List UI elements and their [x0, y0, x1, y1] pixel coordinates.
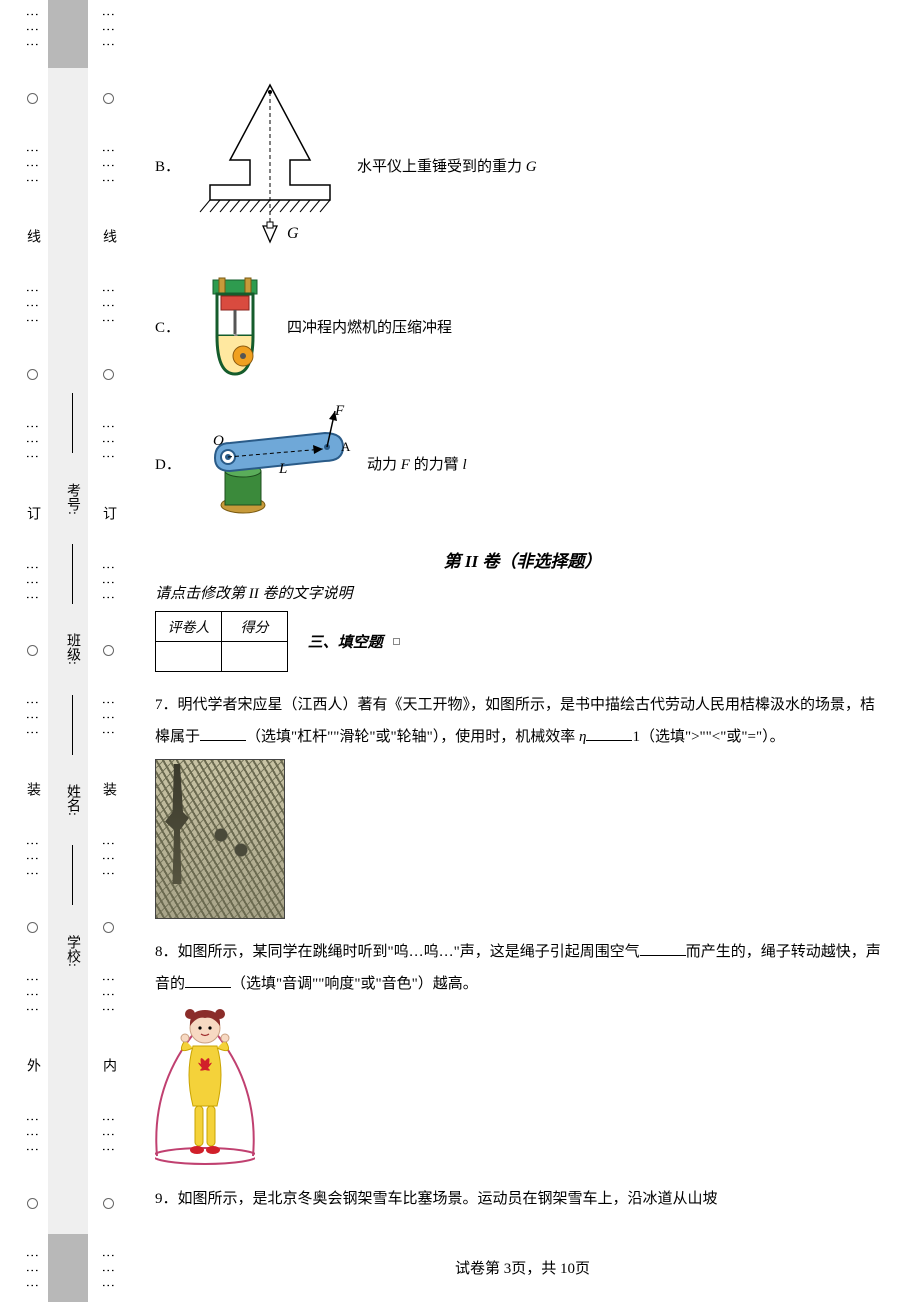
- option-c-row: C． 四冲程内燃机的压缩冲程: [155, 274, 890, 379]
- binding-wai: 外: [22, 1058, 42, 1072]
- q8-blank2[interactable]: [185, 973, 231, 988]
- option-c-label: C．: [155, 316, 183, 337]
- score-h1: 评卷人: [156, 612, 222, 642]
- option-b-label: B．: [155, 155, 183, 176]
- question-7: 7．明代学者宋应星（江西人）著有《天工开物》，如图所示，是书中描绘古代劳动人民用…: [155, 690, 890, 753]
- binding-xian-inner: 线: [98, 229, 118, 243]
- q8-figure: [155, 1006, 255, 1166]
- option-d-label: D．: [155, 453, 183, 474]
- page-content: B． G 水平仪上重锤受到的重力: [155, 0, 890, 1302]
- binding-outer-col: ⋮⋮⋮ ⋮⋮⋮ 线 ⋮⋮⋮ ⋮⋮⋮ 订 ⋮⋮⋮ ⋮⋮⋮ 装 ⋮⋮⋮ ⋮⋮⋮ 外 …: [22, 0, 42, 1302]
- option-d-text: 动力 F 的力臂 l: [367, 453, 467, 474]
- fig-b-G-label: G: [287, 225, 299, 242]
- binding-nei: 内: [98, 1058, 118, 1072]
- binding-ding-inner: 订: [98, 506, 118, 520]
- option-b-text: 水平仪上重锤受到的重力 G: [357, 155, 537, 176]
- fig-d-L: L: [278, 461, 287, 477]
- score-table: 评卷人 得分: [155, 611, 288, 672]
- field-school: 学校:: [62, 935, 82, 967]
- field-name: 姓名:: [62, 784, 82, 816]
- q8-t3: （选填"音调""响度"或"音色"）越高。: [231, 976, 478, 992]
- score-row: 评卷人 得分 三、填空题: [155, 611, 890, 672]
- option-d-row: D． O F A L 动力 F 的力臂 l: [155, 403, 890, 523]
- option-c-text: 四冲程内燃机的压缩冲程: [287, 316, 452, 337]
- binding-info-col: 考号: 班级: 姓名: 学校:: [58, 0, 86, 1302]
- page-footer: 试卷第 3页，共 10页: [155, 1257, 890, 1278]
- score-blank2[interactable]: [222, 642, 288, 672]
- option-d-figure: O F A L: [195, 403, 355, 523]
- option-b-row: B． G 水平仪上重锤受到的重力: [155, 80, 890, 250]
- q7-eta: η: [579, 729, 586, 745]
- binding-inner-col: ⋮⋮⋮ ⋮⋮⋮ 线 ⋮⋮⋮ ⋮⋮⋮ 订 ⋮⋮⋮ ⋮⋮⋮ 装 ⋮⋮⋮ ⋮⋮⋮ 内 …: [98, 0, 118, 1302]
- score-blank1[interactable]: [156, 642, 222, 672]
- q8-num: 8．: [155, 944, 178, 960]
- binding-ding-outer: 订: [22, 506, 42, 520]
- part3-label: 三、填空题: [308, 631, 383, 652]
- q9-t1: 如图所示，是北京冬奥会钢架雪车比塞场景。运动员在钢架雪车上，沿冰道从山坡: [178, 1191, 718, 1207]
- question-9: 9．如图所示，是北京冬奥会钢架雪车比塞场景。运动员在钢架雪车上，沿冰道从山坡: [155, 1184, 890, 1216]
- field-class: 班级:: [62, 633, 82, 665]
- q7-t2: （选填"杠杆""滑轮"或"轮轴"），使用时，机械效率: [246, 729, 575, 745]
- binding-zhuang-inner: 装: [98, 782, 118, 796]
- q7-blank2[interactable]: [586, 726, 632, 741]
- q7-num: 7．: [155, 697, 178, 713]
- fig-d-F: F: [334, 403, 345, 419]
- q8-blank1[interactable]: [640, 941, 686, 956]
- score-h2: 得分: [222, 612, 288, 642]
- q7-blank1[interactable]: [200, 726, 246, 741]
- q7-t3: 1（选填">""<"或"="）。: [632, 729, 784, 745]
- binding-zhuang-outer: 装: [22, 782, 42, 796]
- fig-d-O: O: [213, 433, 224, 449]
- section2-title: 第 II 卷（非选择题）: [155, 547, 890, 572]
- q8-t1: 如图所示，某同学在跳绳时听到"呜…呜…"声，这是绳子引起周围空气: [178, 944, 640, 960]
- option-c-figure: [195, 274, 275, 379]
- binding-xian-outer: 线: [22, 229, 42, 243]
- section2-instruction: 请点击修改第 II 卷的文字说明: [155, 582, 890, 603]
- part3-marker: [393, 638, 400, 645]
- fig-d-A: A: [341, 439, 351, 454]
- option-b-figure: G: [195, 80, 345, 250]
- field-examno: 考号:: [62, 483, 82, 515]
- q7-figure: [155, 759, 285, 919]
- q9-num: 9．: [155, 1191, 178, 1207]
- question-8: 8．如图所示，某同学在跳绳时听到"呜…呜…"声，这是绳子引起周围空气而产生的，绳…: [155, 937, 890, 1000]
